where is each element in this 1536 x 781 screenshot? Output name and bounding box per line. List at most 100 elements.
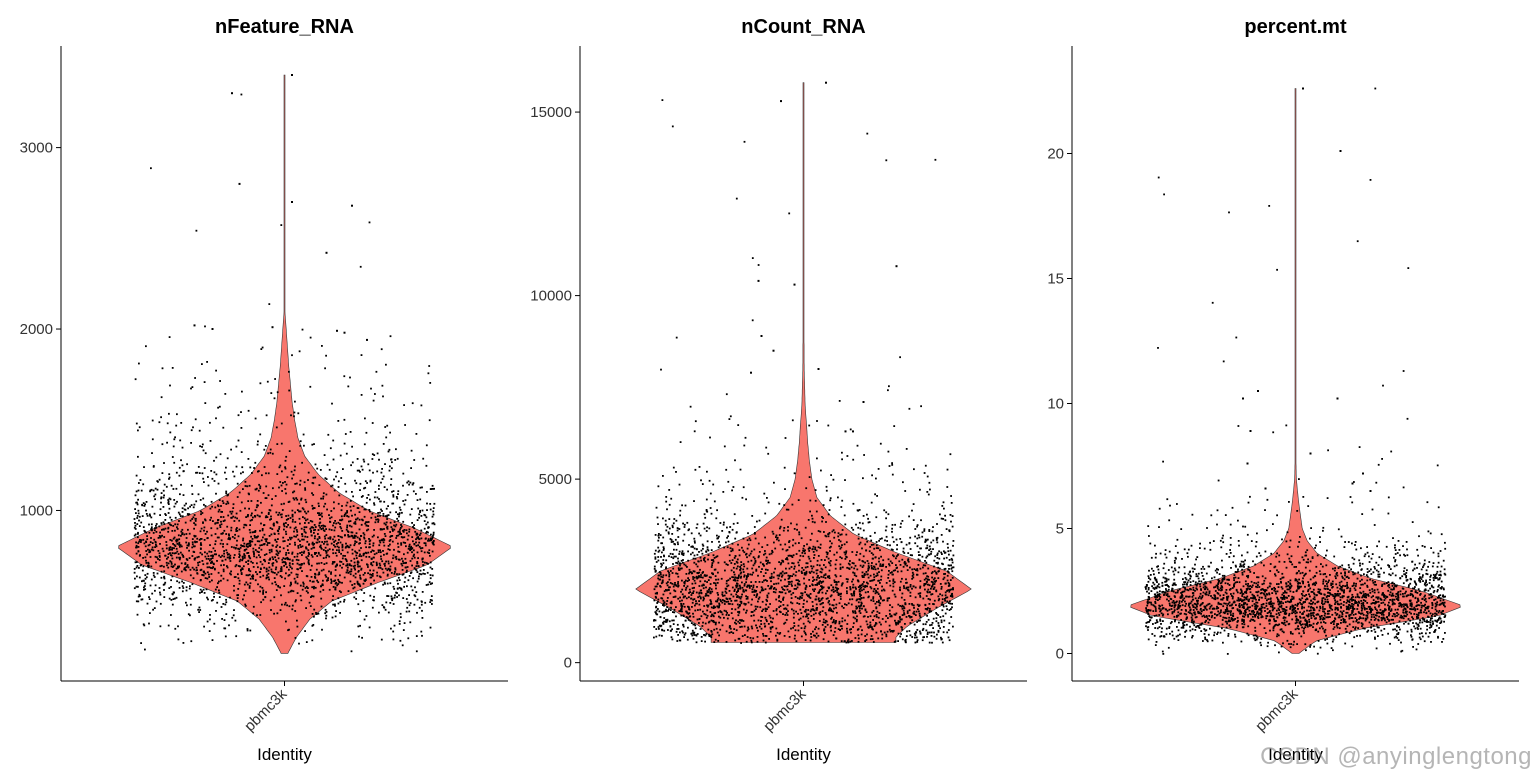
data-point [349,570,351,573]
data-point [395,558,398,560]
data-point [728,626,731,629]
data-point [155,524,157,527]
data-point [260,539,263,542]
data-point [949,595,952,597]
data-point [299,510,302,513]
data-point [316,467,319,470]
data-point [698,466,701,468]
data-point [249,519,252,522]
data-point [345,545,348,548]
data-point [707,549,710,552]
data-point [792,616,795,619]
data-point [324,612,327,615]
data-point [137,546,140,548]
data-point [240,544,242,547]
data-point [856,551,858,554]
data-point [866,540,869,543]
data-point [136,565,139,567]
data-point [140,521,143,524]
data-point [417,544,420,547]
data-point [261,544,263,546]
data-point [405,610,408,613]
data-point [836,587,838,590]
data-point [679,567,682,570]
data-point [677,557,679,560]
data-point [433,502,436,505]
data-point [267,569,270,572]
data-point [283,564,285,567]
data-point [735,619,737,622]
data-point [311,613,314,615]
data-point [282,561,285,563]
data-point [236,597,239,599]
data-point [177,553,180,555]
data-point [340,515,343,518]
data-point [349,376,351,379]
data-point [139,479,142,481]
data-point [328,588,331,591]
data-point [194,418,197,421]
data-point [951,515,954,517]
data-point [721,624,724,627]
data-point [141,504,144,507]
data-point [375,561,378,564]
data-point [822,576,825,579]
data-point [222,543,224,545]
data-point [862,560,865,563]
data-point [247,514,249,517]
data-point [378,539,381,542]
data-point [319,545,321,548]
data-point [255,487,258,490]
data-point [356,561,359,564]
data-point [672,611,674,613]
data-point [270,609,272,611]
data-point [382,513,385,515]
data-point [346,564,349,567]
data-point [364,578,367,581]
data-point [892,578,895,581]
data-point [259,614,262,616]
data-point [320,547,323,550]
data-point [828,603,831,606]
data-point [699,556,702,559]
data-point [177,625,179,628]
data-point [870,544,873,546]
data-point [159,535,162,538]
data-point [252,612,255,615]
data-point [862,588,865,591]
data-point [225,478,228,480]
data-point [859,612,862,614]
data-point [259,556,262,559]
data-point [392,490,395,492]
data-point [311,504,314,507]
data-point [216,560,218,562]
data-point [770,552,773,555]
data-point [787,577,790,580]
data-point [291,354,293,357]
data-point [325,562,328,565]
data-point [784,621,787,624]
data-point [764,552,767,555]
data-point [284,459,287,462]
data-point [431,541,434,544]
data-point [746,584,749,587]
data-point [927,493,930,496]
data-point [209,440,212,442]
data-point [794,542,797,545]
data-point [255,506,258,509]
data-point [322,549,325,551]
data-point [753,590,755,593]
data-point [883,631,886,634]
data-point [713,557,716,559]
data-point [291,520,294,523]
data-point [238,528,241,531]
data-point [852,622,855,625]
data-point [217,519,220,521]
data-point [338,590,341,593]
data-point [313,546,316,549]
data-point [754,559,757,562]
data-point [421,609,423,612]
data-point [825,521,827,523]
data-point [861,547,863,550]
data-point [175,487,178,490]
